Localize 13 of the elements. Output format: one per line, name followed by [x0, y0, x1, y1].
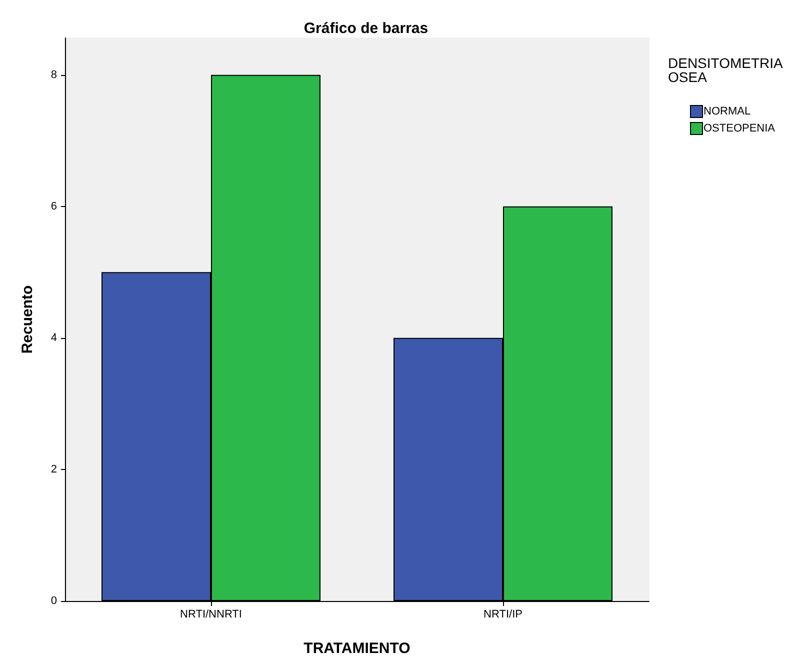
y-tick-label: 8	[50, 68, 57, 81]
y-tick-label: 6	[50, 200, 57, 212]
y-axis-title: Recuento	[19, 285, 36, 354]
chart-title: Gráfico de barras	[304, 20, 428, 37]
x-tick-label: NRTI/IP	[484, 608, 522, 620]
y-tick-label: 0	[50, 595, 57, 607]
x-axis-title: TRATAMIENTO	[304, 640, 411, 657]
legend-title: DENSITOMETRIA OSEA	[668, 55, 786, 85]
legend-label: OSTEOPENIA	[704, 122, 776, 134]
y-tick-label: 2	[50, 463, 57, 476]
legend-label: NORMAL	[704, 106, 751, 118]
x-tick-label: NRTI/NNRTI	[180, 608, 242, 620]
y-tick-label: 4	[50, 332, 57, 344]
